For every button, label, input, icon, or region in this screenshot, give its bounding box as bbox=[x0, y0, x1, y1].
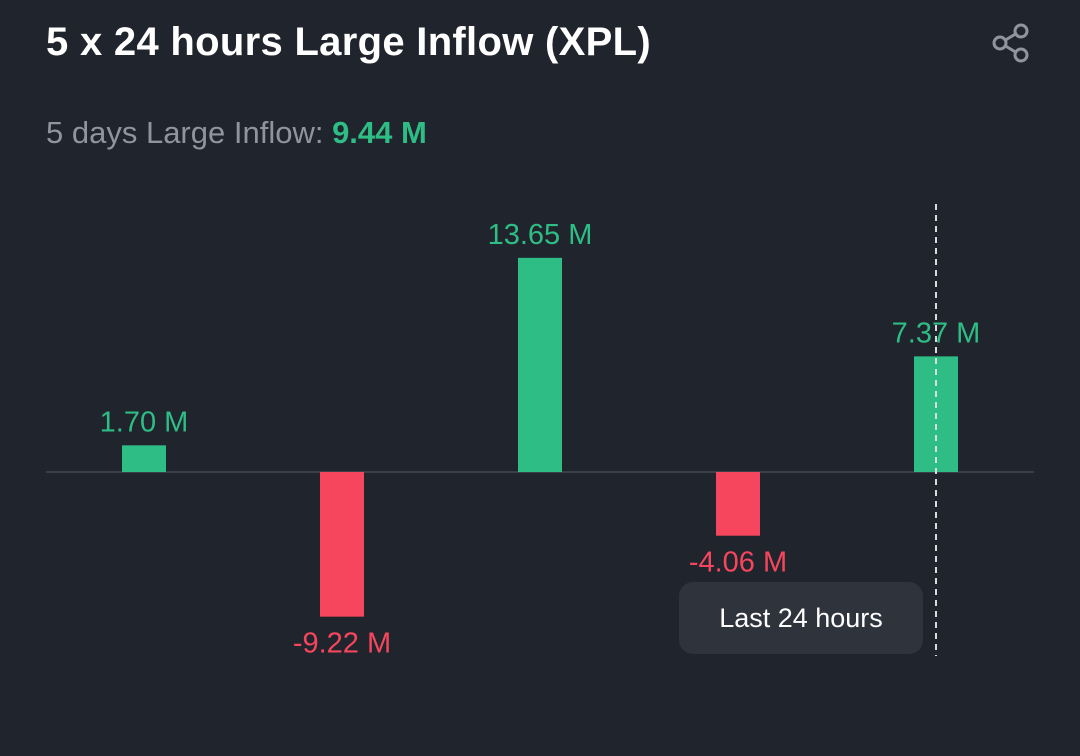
share-icon[interactable] bbox=[990, 22, 1032, 64]
bar-label-3: 13.65 M bbox=[488, 219, 593, 251]
bar-4[interactable] bbox=[716, 472, 760, 536]
bar-3[interactable] bbox=[518, 257, 562, 472]
five-day-summary: 5 days Large Inflow: 9.44 M bbox=[46, 115, 427, 151]
bars-group bbox=[122, 257, 958, 617]
summary-value: 9.44 M bbox=[332, 115, 427, 150]
bar-label-5: 7.37 M bbox=[892, 317, 981, 349]
summary-label: 5 days Large Inflow: bbox=[46, 115, 333, 150]
bar-2[interactable] bbox=[320, 472, 364, 617]
bar-1[interactable] bbox=[122, 445, 166, 472]
last-24-hours-tooltip: Last 24 hours bbox=[679, 582, 923, 654]
bar-label-1: 1.70 M bbox=[100, 406, 189, 438]
bar-label-2: -9.22 M bbox=[293, 628, 391, 660]
bar-label-4: -4.06 M bbox=[689, 547, 787, 579]
value-labels-group: 1.70 M -9.22 M 13.65 M -4.06 M 7.37 M bbox=[100, 219, 981, 660]
tooltip-label: Last 24 hours bbox=[719, 602, 883, 633]
chart-title: 5 x 24 hours Large Inflow (XPL) bbox=[46, 20, 651, 64]
